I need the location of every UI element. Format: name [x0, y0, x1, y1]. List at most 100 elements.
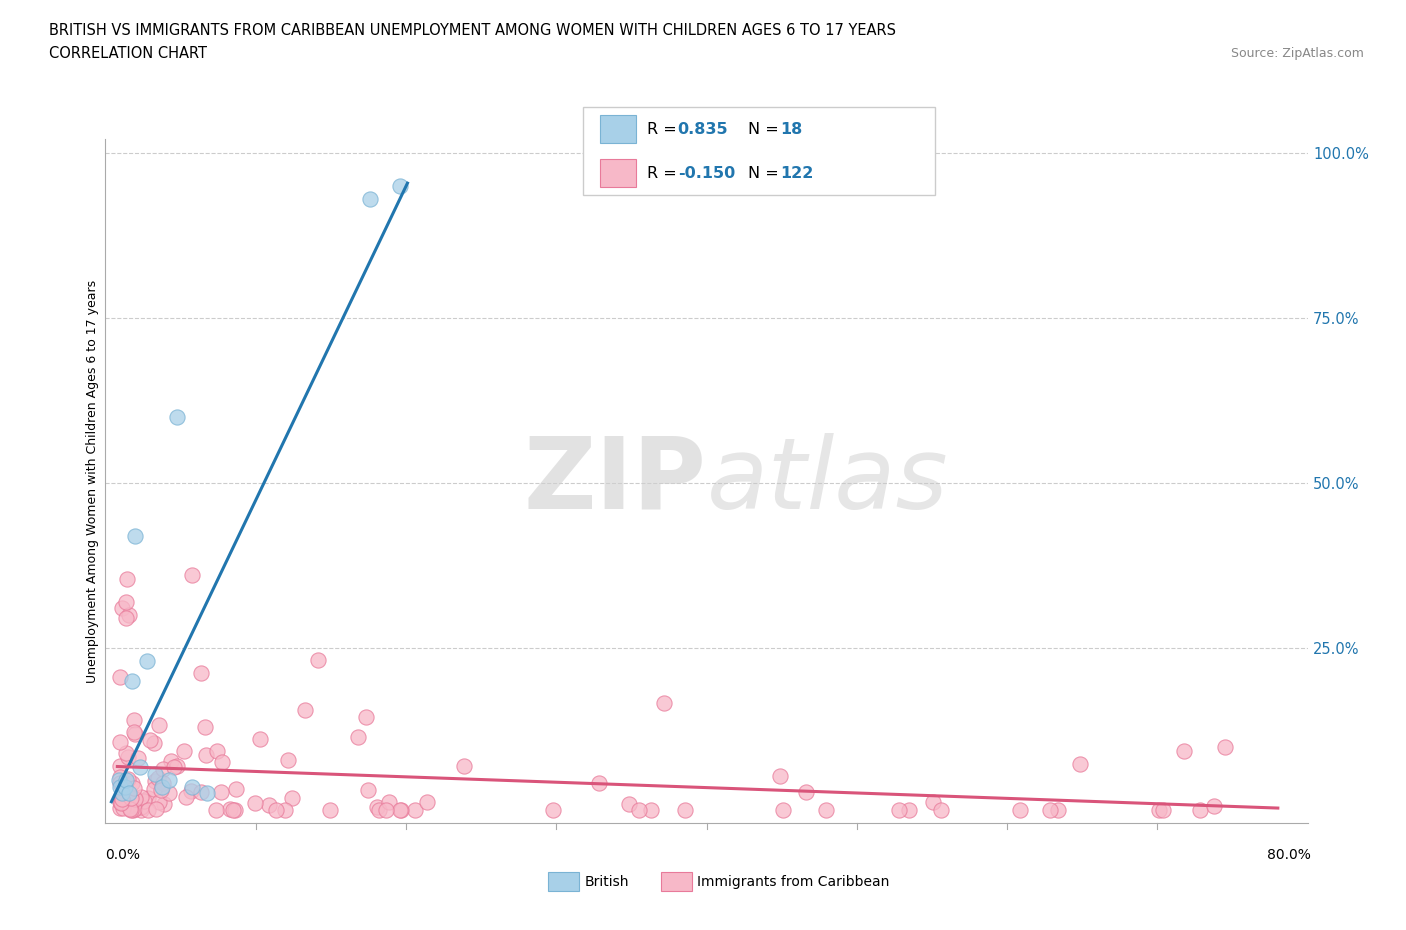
- Point: [117, 788, 139, 803]
- Point: [114, 594, 136, 609]
- Point: [152, 762, 174, 777]
- Point: [652, 695, 675, 710]
- Point: [1039, 803, 1062, 817]
- Point: [160, 753, 183, 768]
- Point: [128, 760, 150, 775]
- Point: [115, 746, 138, 761]
- Point: [120, 803, 142, 817]
- Point: [129, 790, 152, 804]
- Text: atlas: atlas: [707, 432, 948, 530]
- Text: Immigrants from Caribbean: Immigrants from Caribbean: [697, 874, 890, 889]
- Point: [166, 759, 188, 774]
- Point: [389, 179, 412, 193]
- Point: [1188, 803, 1211, 817]
- Point: [148, 770, 170, 785]
- Point: [127, 751, 149, 766]
- Point: [111, 795, 134, 810]
- Point: [929, 803, 952, 817]
- Point: [124, 726, 146, 741]
- Text: ZIP: ZIP: [523, 432, 707, 530]
- Point: [245, 795, 267, 810]
- Point: [898, 803, 921, 817]
- Point: [195, 748, 218, 763]
- Point: [115, 793, 138, 808]
- Text: N =: N =: [748, 166, 785, 180]
- Text: 0.0%: 0.0%: [105, 848, 141, 862]
- Point: [453, 759, 475, 774]
- Point: [627, 803, 650, 817]
- Point: [543, 803, 565, 817]
- Point: [1152, 803, 1174, 817]
- Point: [281, 790, 304, 805]
- Point: [117, 798, 139, 813]
- Point: [1204, 799, 1226, 814]
- Point: [922, 795, 945, 810]
- Point: [346, 730, 368, 745]
- Point: [110, 794, 132, 809]
- Point: [205, 743, 228, 758]
- Point: [136, 803, 159, 817]
- Point: [1213, 739, 1236, 754]
- Point: [889, 803, 911, 817]
- Point: [249, 731, 271, 746]
- Point: [111, 793, 134, 808]
- Point: [148, 718, 170, 733]
- Point: [110, 795, 132, 810]
- Point: [143, 735, 166, 750]
- Point: [110, 735, 132, 750]
- Point: [122, 724, 145, 739]
- Point: [640, 803, 662, 817]
- Point: [166, 409, 188, 424]
- Point: [389, 803, 412, 817]
- Point: [115, 571, 138, 586]
- Point: [815, 803, 838, 817]
- Point: [772, 803, 794, 817]
- Point: [190, 784, 212, 799]
- Point: [357, 782, 380, 797]
- Point: [110, 801, 132, 816]
- Point: [588, 776, 610, 790]
- Point: [118, 786, 141, 801]
- Point: [110, 779, 132, 794]
- Point: [111, 786, 134, 801]
- Point: [1069, 757, 1091, 772]
- Point: [264, 803, 287, 817]
- Point: [118, 607, 141, 622]
- Point: [124, 791, 146, 806]
- Point: [174, 790, 197, 804]
- Point: [124, 780, 146, 795]
- Text: 0.835: 0.835: [678, 122, 728, 137]
- Point: [225, 781, 247, 796]
- Text: British: British: [585, 874, 630, 889]
- Point: [619, 796, 641, 811]
- Point: [115, 610, 138, 625]
- Text: 18: 18: [780, 122, 803, 137]
- Point: [148, 794, 170, 809]
- Point: [354, 710, 377, 724]
- Point: [108, 773, 131, 788]
- Point: [173, 744, 195, 759]
- Point: [205, 803, 228, 817]
- Point: [221, 803, 243, 817]
- Point: [294, 703, 316, 718]
- Point: [1173, 743, 1195, 758]
- Point: [129, 803, 152, 817]
- Point: [124, 790, 146, 805]
- Point: [129, 800, 152, 815]
- Point: [673, 803, 696, 817]
- Point: [794, 785, 817, 800]
- Point: [122, 802, 145, 817]
- Text: -0.150: -0.150: [678, 166, 735, 180]
- Point: [110, 670, 132, 684]
- Point: [163, 760, 186, 775]
- Text: 80.0%: 80.0%: [1267, 848, 1310, 862]
- Point: [1047, 803, 1070, 817]
- Point: [142, 782, 165, 797]
- Point: [114, 779, 136, 794]
- Point: [190, 666, 212, 681]
- Point: [209, 785, 232, 800]
- Point: [181, 568, 204, 583]
- Point: [307, 653, 329, 668]
- Point: [388, 803, 411, 817]
- Point: [111, 601, 134, 616]
